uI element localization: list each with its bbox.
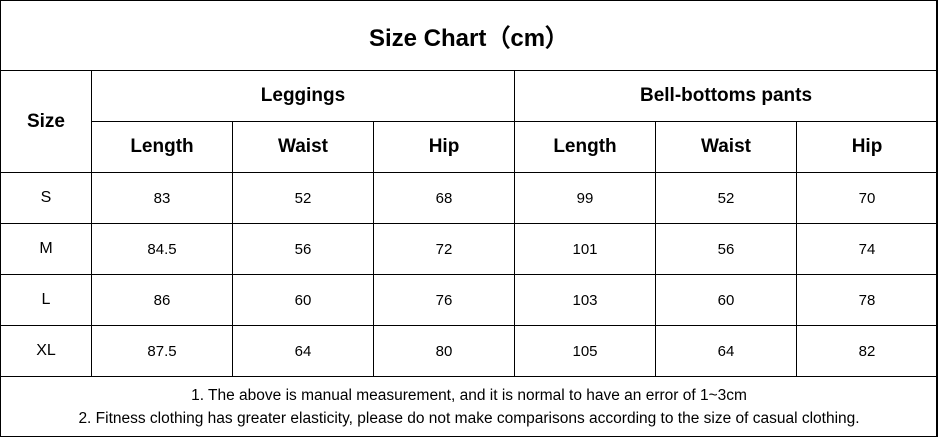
column-header: Waist [232,121,374,173]
value-cell: 60 [232,274,374,326]
leggings-header: Leggings [91,70,515,122]
value-cell: 72 [373,223,515,275]
value-cell: 80 [373,325,515,377]
size-cell: S [0,172,92,224]
value-cell: 64 [232,325,374,377]
value-cell: 60 [655,274,797,326]
column-header: Length [514,121,656,173]
value-cell: 52 [232,172,374,224]
value-cell: 99 [514,172,656,224]
value-cell: 70 [795,172,938,224]
value-cell: 74 [795,223,938,275]
value-cell: 87.5 [91,325,233,377]
table-row: M 84.5 56 72 101 56 74 [0,223,938,275]
column-header: Waist [655,121,797,173]
value-cell: 105 [514,325,656,377]
value-cell: 68 [373,172,515,224]
column-header: Hip [795,121,938,173]
chart-title: Size Chart（cm） [0,0,938,71]
value-cell: 56 [232,223,374,275]
column-header: Length [91,121,233,173]
note-2: 2. Fitness clothing has greater elastici… [78,409,860,427]
value-cell: 84.5 [91,223,233,275]
value-cell: 103 [514,274,656,326]
size-header: Size [0,70,92,173]
value-cell: 101 [514,223,656,275]
bell-bottoms-header: Bell-bottoms pants [513,70,938,122]
value-cell: 83 [91,172,233,224]
size-cell: M [0,223,92,275]
value-cell: 76 [373,274,515,326]
table-row: XL 87.5 64 80 105 64 82 [0,325,938,377]
notes-cell: 1. The above is manual measurement, and … [0,376,938,437]
size-cell: L [0,274,92,326]
table-row: S 83 52 68 99 52 70 [0,172,938,224]
value-cell: 64 [655,325,797,377]
value-cell: 86 [91,274,233,326]
value-cell: 52 [655,172,797,224]
column-header: Hip [373,121,515,173]
size-cell: XL [0,325,92,377]
value-cell: 56 [655,223,797,275]
note-1: 1. The above is manual measurement, and … [191,386,747,404]
value-cell: 78 [795,274,938,326]
table-row: L 86 60 76 103 60 78 [0,274,938,326]
value-cell: 82 [795,325,938,377]
